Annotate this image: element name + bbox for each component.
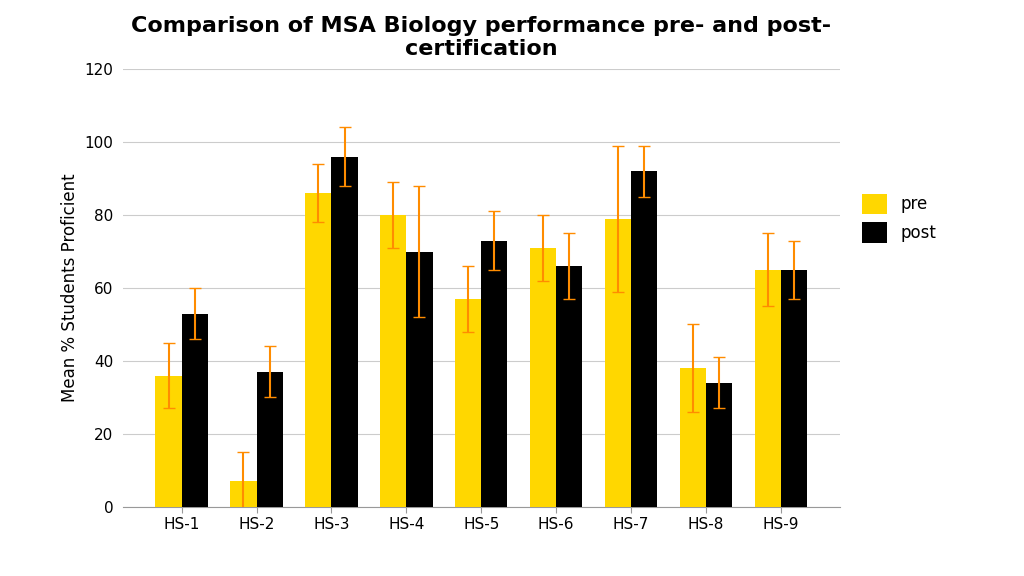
Bar [257, 372, 283, 507]
Bar [530, 248, 556, 507]
Bar [631, 171, 657, 507]
Bar [455, 299, 481, 507]
Bar [156, 376, 181, 507]
Title: Comparison of MSA Biology performance pre- and post-
certification: Comparison of MSA Biology performance pr… [131, 16, 831, 59]
Bar [332, 157, 357, 507]
Bar [230, 482, 257, 507]
Bar [380, 215, 407, 507]
Bar [706, 383, 732, 507]
Bar [407, 252, 432, 507]
Bar [781, 270, 807, 507]
Bar [481, 241, 508, 507]
Bar [680, 368, 706, 507]
Legend: pre, post: pre, post [855, 187, 943, 249]
Bar [755, 270, 781, 507]
Y-axis label: Mean % Students Proficient: Mean % Students Proficient [60, 174, 79, 402]
Bar [181, 313, 208, 507]
Bar [556, 266, 583, 507]
Bar [605, 219, 631, 507]
Bar [305, 193, 332, 507]
